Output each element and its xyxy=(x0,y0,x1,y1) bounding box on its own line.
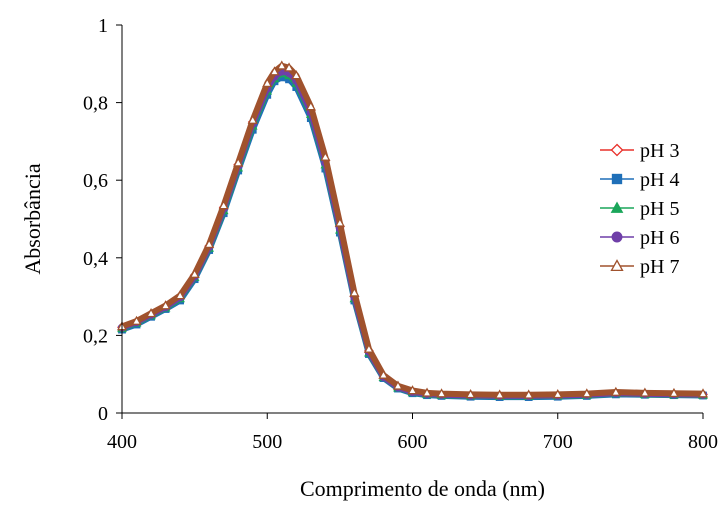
y-tick-label: 0,2 xyxy=(83,325,108,347)
data-point xyxy=(269,66,280,76)
data-point xyxy=(523,389,534,399)
y-tick-label: 0,4 xyxy=(83,248,108,270)
legend-label: pH 4 xyxy=(640,169,679,191)
series-ph-7 xyxy=(116,60,709,399)
legend-label: pH 5 xyxy=(640,198,679,220)
x-tick-label: 600 xyxy=(398,431,428,453)
y-tick-label: 1 xyxy=(98,15,108,37)
data-point xyxy=(639,387,651,397)
y-tick-label: 0,6 xyxy=(83,170,108,192)
data-point xyxy=(291,70,302,80)
data-point xyxy=(436,388,447,398)
data-point xyxy=(131,315,142,325)
data-point xyxy=(392,380,404,390)
series-layer xyxy=(116,60,709,401)
data-point xyxy=(610,386,621,396)
legend-item: pH 4 xyxy=(600,169,679,191)
data-point xyxy=(305,101,316,111)
data-point xyxy=(247,114,258,124)
legend-item: pH 6 xyxy=(600,227,679,249)
data-point xyxy=(552,389,563,399)
data-point xyxy=(378,369,389,379)
data-point xyxy=(334,217,345,227)
legend-item: pH 5 xyxy=(600,198,679,220)
legend-marker xyxy=(610,259,624,272)
legend-marker xyxy=(610,201,624,213)
x-tick-label: 500 xyxy=(252,431,282,453)
data-point xyxy=(494,389,505,399)
legend-label: pH 6 xyxy=(640,227,679,249)
data-point xyxy=(421,387,433,397)
data-point xyxy=(320,151,331,161)
data-point xyxy=(697,388,709,398)
data-point xyxy=(204,238,215,249)
data-point xyxy=(276,60,287,70)
data-point xyxy=(349,287,360,297)
y-tick-label: 0,8 xyxy=(83,93,108,115)
data-point xyxy=(363,343,375,353)
x-tick-label: 400 xyxy=(107,431,137,453)
x-tick-label: 800 xyxy=(688,431,718,453)
legend-marker xyxy=(611,231,623,243)
legend-marker xyxy=(610,143,624,157)
y-axis-title: Absorbância xyxy=(20,163,45,274)
legend-label: pH 3 xyxy=(640,140,679,162)
y-ticks: 0 0,2 0,4 0,6 0,8 1 xyxy=(83,15,122,425)
data-point xyxy=(233,157,244,167)
data-point xyxy=(465,389,476,399)
series-line xyxy=(119,62,706,398)
legend-item: pH 7 xyxy=(600,256,679,278)
legend: pH 3 pH 4 pH 5 pH 6 pH 7 xyxy=(600,140,679,278)
x-ticks: 400 500 600 700 800 xyxy=(107,413,718,453)
x-tick-label: 700 xyxy=(543,431,573,453)
plot-area: 0 0,2 0,4 0,6 0,8 1 400 500 600 700 800 xyxy=(83,15,718,453)
legend-marker xyxy=(611,173,623,185)
data-point xyxy=(160,300,171,310)
data-point xyxy=(174,290,186,300)
data-point xyxy=(145,307,157,318)
legend-label: pH 7 xyxy=(640,256,679,278)
data-point xyxy=(262,77,273,88)
data-point xyxy=(668,387,680,398)
data-point xyxy=(218,200,229,210)
legend-item: pH 3 xyxy=(600,140,679,162)
data-point xyxy=(283,62,295,72)
data-point xyxy=(581,388,592,398)
data-point xyxy=(189,268,200,278)
y-tick-label: 0 xyxy=(98,403,108,425)
data-point xyxy=(407,385,418,395)
x-axis-title: Comprimento de onda (nm) xyxy=(300,476,545,501)
